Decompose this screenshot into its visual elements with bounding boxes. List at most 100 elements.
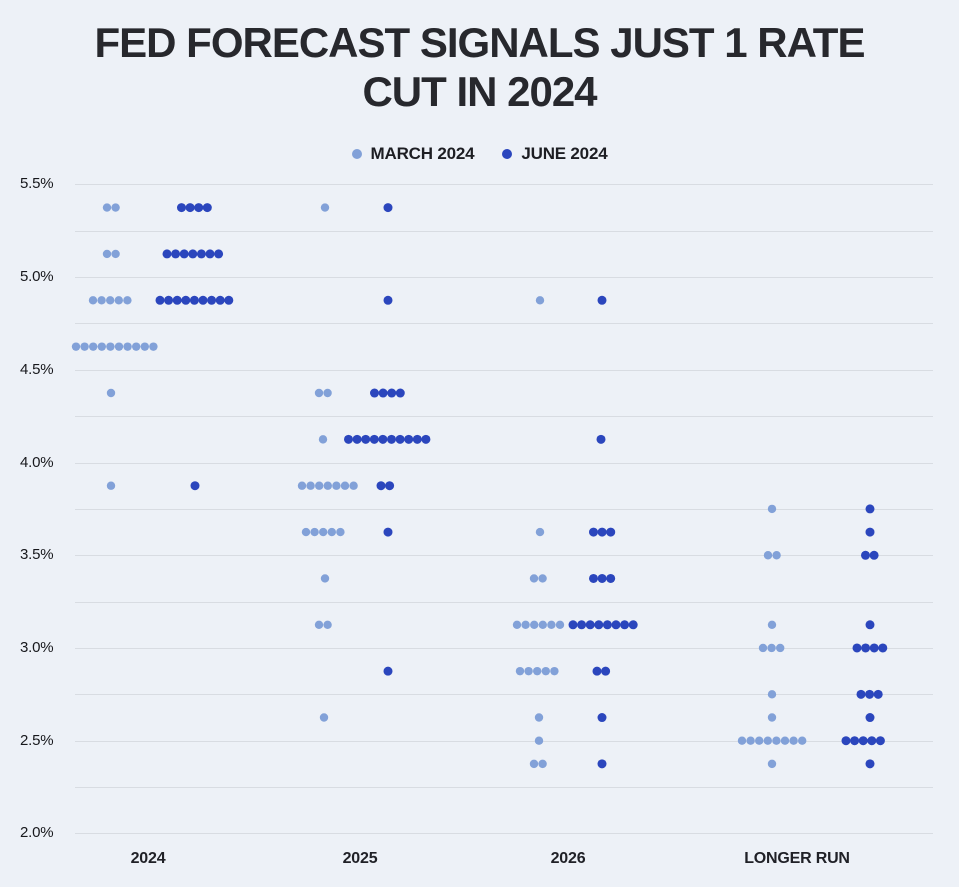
march-forecast-dot: [512, 620, 522, 629]
june-forecast-dot: [878, 643, 888, 653]
june-forecast-dot: [194, 203, 204, 213]
june-forecast-dot: [606, 527, 616, 537]
x-axis-label-longer-run: LONGER RUN: [744, 850, 850, 867]
june-forecast-dot: [190, 481, 200, 491]
march-forecast-dot: [306, 481, 315, 490]
june-forecast-dot: [597, 759, 607, 769]
june-forecast-dot: [850, 736, 860, 746]
march-forecast-dot: [789, 736, 798, 745]
march-forecast-dot: [538, 759, 547, 769]
march-forecast-dot: [314, 388, 324, 398]
march-forecast-dot: [737, 736, 747, 745]
june-forecast-dot: [869, 643, 879, 653]
june-forecast-dot: [385, 481, 395, 491]
march-forecast-dot: [102, 203, 112, 212]
june-forecast-dot: [865, 713, 875, 723]
march-forecast-dot: [323, 388, 332, 398]
chart-legend: MARCH 2024 JUNE 2024: [0, 144, 959, 164]
y-axis-tick-label: 3.0%: [20, 638, 54, 656]
legend-item-june-2024: JUNE 2024: [502, 144, 608, 164]
june-forecast-dot: [370, 388, 379, 398]
june-forecast-dot: [395, 434, 405, 444]
x-axis-label-2026: 2026: [550, 850, 586, 867]
june-forecast-dot: [589, 527, 598, 537]
june-forecast-dot: [196, 249, 206, 259]
june-forecast-dot: [597, 713, 607, 723]
june-forecast-dot: [198, 295, 208, 305]
march-forecast-dot: [132, 342, 141, 351]
june-forecast-dot: [162, 249, 172, 259]
march-forecast-dot: [534, 736, 544, 745]
chart-title: FED FORECAST SIGNALS JUST 1 RATE CUT IN …: [0, 18, 959, 116]
june-forecast-dot: [865, 527, 875, 537]
june-forecast-dot: [865, 504, 875, 514]
march-forecast-dot: [555, 620, 565, 629]
june-forecast-dot: [594, 620, 604, 630]
march-forecast-dot: [772, 551, 781, 560]
march-forecast-dot: [111, 203, 120, 212]
x-axis-label-2025: 2025: [342, 850, 378, 867]
june-forecast-dot: [224, 295, 234, 305]
march-forecast-dot: [111, 249, 120, 259]
june-forecast-dot: [383, 203, 393, 213]
march-forecast-dot: [780, 736, 790, 745]
march-forecast-dot: [301, 527, 311, 537]
june-forecast-dot: [387, 434, 396, 444]
march-forecast-dot: [767, 759, 777, 769]
y-axis-tick-label: 4.0%: [20, 453, 54, 471]
march-forecast-dot: [149, 342, 158, 351]
march-forecast-dot: [123, 342, 132, 351]
june-forecast-dot: [602, 620, 612, 630]
march-forecast-dot: [767, 713, 777, 722]
june-forecast-dot: [597, 295, 607, 305]
june-forecast-dot: [181, 295, 191, 305]
y-axis-tick-label: 2.5%: [20, 731, 54, 749]
march-forecast-dot: [297, 481, 307, 490]
march-forecast-dot: [114, 296, 124, 305]
march-forecast-dot: [318, 435, 328, 444]
march-forecast-dot: [535, 527, 545, 537]
june-forecast-dot: [205, 249, 215, 259]
june-forecast-dot: [606, 573, 616, 583]
march-forecast-dot: [541, 666, 550, 676]
june-forecast-dot: [164, 295, 174, 305]
june-forecast-dot: [620, 620, 630, 630]
june-forecast-dot: [592, 666, 602, 676]
june-forecast-dot: [369, 434, 379, 444]
june-forecast-dot: [189, 295, 199, 305]
march-forecast-dot: [97, 296, 106, 305]
march-forecast-dot: [763, 551, 773, 560]
march-forecast-dot: [798, 736, 807, 745]
june-forecast-dot: [601, 666, 611, 676]
june-forecast-dot: [202, 203, 212, 213]
march-forecast-dot: [767, 504, 777, 514]
march-forecast-dot: [515, 666, 525, 676]
march-forecast-dot: [776, 643, 785, 653]
june-forecast-dot: [596, 434, 606, 444]
june-forecast-dot: [858, 736, 868, 746]
june-forecast-dot: [852, 643, 862, 653]
legend-label-march: MARCH 2024: [370, 144, 475, 163]
march-forecast-dot: [80, 342, 89, 351]
march-forecast-dot: [320, 203, 330, 212]
june-forecast-dot: [378, 388, 388, 398]
march-forecast-dot: [106, 342, 115, 351]
march-forecast-dot: [534, 713, 544, 722]
june-forecast-dot: [383, 527, 393, 537]
june-forecast-dot: [568, 620, 578, 630]
march-forecast-dot: [550, 666, 559, 676]
june-forecast-dot: [383, 295, 393, 305]
june-forecast-dot: [207, 295, 217, 305]
june-forecast-dot: [376, 481, 386, 491]
june-forecast-dot: [404, 434, 414, 444]
march-forecast-dot: [767, 690, 777, 699]
june-forecast-dot: [865, 759, 875, 769]
march-forecast-dot: [529, 759, 539, 769]
march-forecast-dot: [538, 574, 547, 583]
june-forecast-dot: [856, 689, 866, 699]
june-forecast-dot: [179, 249, 189, 259]
x-axis-label-2024: 2024: [130, 850, 166, 867]
march-forecast-dot: [314, 620, 324, 629]
